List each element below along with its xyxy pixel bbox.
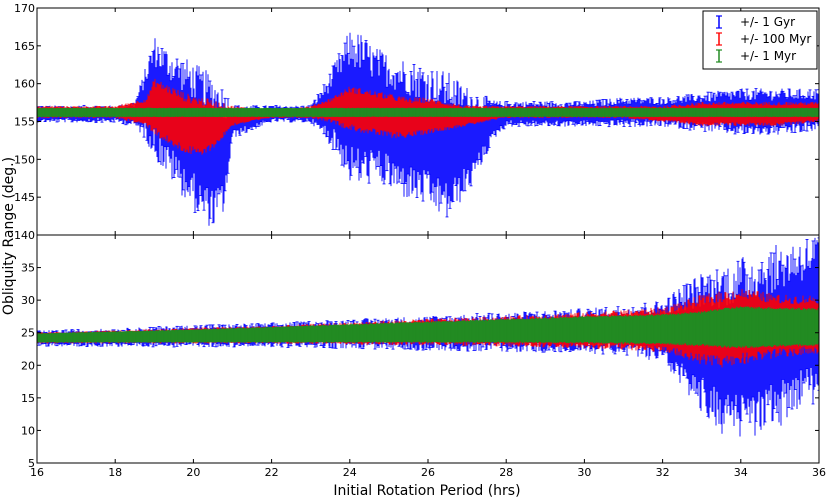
y-tick-label: 170 — [14, 2, 35, 15]
top-panel: 140 145 150 155 160 165 170 — [14, 2, 820, 242]
y-tick-label: 145 — [14, 191, 35, 204]
y-tick-label: 155 — [14, 116, 35, 129]
y-tick-label: 160 — [14, 78, 35, 91]
y-tick-label: 165 — [14, 40, 35, 53]
y-tick-label: 150 — [14, 153, 35, 166]
bottom-plot-area — [37, 237, 819, 437]
y-tick-label: 140 — [14, 229, 35, 242]
top-series-1myr — [37, 107, 819, 118]
top-plot-area — [37, 32, 819, 226]
